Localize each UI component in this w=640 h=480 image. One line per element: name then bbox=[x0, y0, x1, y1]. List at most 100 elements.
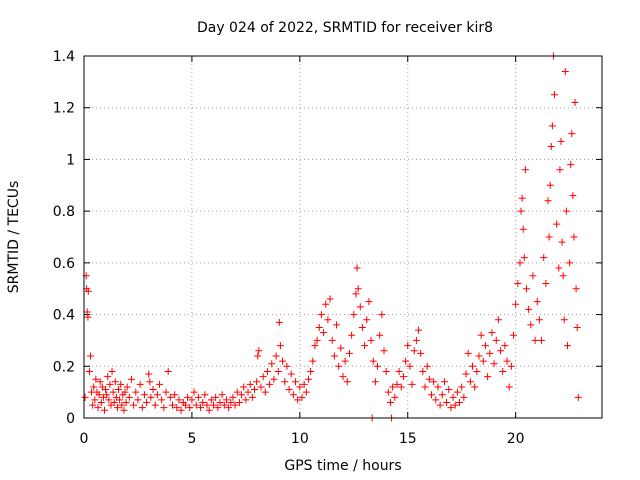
data-point bbox=[121, 388, 129, 396]
data-point bbox=[108, 367, 116, 375]
data-point bbox=[335, 362, 343, 370]
data-point bbox=[361, 342, 369, 350]
data-point bbox=[257, 383, 265, 391]
data-point bbox=[404, 342, 412, 350]
x-axis-ticks: 0 5 10 15 20 bbox=[80, 56, 525, 447]
data-point bbox=[153, 391, 161, 399]
data-point bbox=[229, 393, 237, 401]
data-point bbox=[123, 383, 131, 391]
plot-frame bbox=[83, 55, 603, 419]
data-point bbox=[374, 362, 382, 370]
data-point bbox=[263, 367, 271, 375]
data-point bbox=[85, 367, 93, 375]
data-point bbox=[231, 401, 239, 409]
data-point bbox=[214, 404, 222, 412]
data-point bbox=[102, 386, 110, 394]
data-point bbox=[300, 380, 308, 388]
data-point bbox=[555, 264, 563, 272]
data-point bbox=[345, 349, 353, 357]
data-point bbox=[567, 161, 575, 169]
data-point bbox=[561, 68, 569, 76]
data-point bbox=[525, 305, 533, 313]
data-point bbox=[281, 378, 289, 386]
data-point bbox=[440, 378, 448, 386]
data-point bbox=[553, 220, 561, 228]
data-point bbox=[105, 396, 113, 404]
data-point bbox=[573, 324, 581, 331]
data-point bbox=[94, 404, 102, 412]
data-point bbox=[218, 391, 226, 399]
data-point bbox=[363, 316, 371, 324]
data-point bbox=[546, 181, 554, 189]
data-point bbox=[531, 336, 539, 344]
data-point bbox=[197, 404, 205, 412]
data-point bbox=[352, 290, 360, 298]
data-point bbox=[220, 401, 228, 409]
data-point bbox=[558, 238, 566, 246]
data-point bbox=[533, 298, 541, 306]
data-point bbox=[501, 342, 509, 350]
data-point bbox=[201, 391, 209, 399]
data-point bbox=[499, 367, 507, 375]
y-tick-label: 0.8 bbox=[53, 204, 75, 220]
data-point bbox=[313, 336, 321, 344]
data-point bbox=[164, 367, 172, 375]
data-point bbox=[410, 347, 418, 355]
x-tick-label: 0 bbox=[80, 431, 89, 447]
data-point bbox=[503, 357, 511, 365]
data-point bbox=[488, 329, 496, 337]
data-point bbox=[571, 99, 579, 107]
data-point bbox=[212, 393, 220, 401]
data-point bbox=[427, 391, 435, 399]
data-point bbox=[328, 336, 336, 344]
data-point bbox=[538, 336, 546, 344]
data-point bbox=[315, 324, 323, 331]
data-point bbox=[92, 375, 100, 383]
y-axis-label: SRMTID / TECUs bbox=[6, 181, 22, 294]
data-point bbox=[343, 378, 351, 386]
data-point bbox=[270, 375, 278, 383]
data-point bbox=[417, 349, 425, 357]
y-tick-label: 0 bbox=[66, 411, 75, 427]
data-point bbox=[168, 401, 176, 409]
data-point bbox=[436, 401, 444, 409]
data-point bbox=[484, 373, 492, 381]
data-point bbox=[147, 393, 155, 401]
data-point bbox=[389, 383, 397, 391]
data-point bbox=[104, 373, 112, 381]
x-tick-label: 20 bbox=[507, 431, 525, 447]
data-point bbox=[84, 287, 92, 295]
data-point bbox=[339, 373, 347, 381]
data-point bbox=[471, 383, 479, 391]
data-point bbox=[276, 342, 284, 350]
data-point bbox=[287, 370, 295, 378]
data-point bbox=[568, 130, 576, 138]
data-point bbox=[110, 398, 118, 406]
data-point bbox=[519, 225, 527, 233]
data-point bbox=[304, 375, 312, 383]
data-point bbox=[574, 393, 582, 401]
data-point bbox=[285, 386, 293, 394]
data-point bbox=[341, 357, 349, 365]
data-point bbox=[415, 326, 423, 334]
data-point bbox=[255, 347, 263, 355]
data-point bbox=[434, 383, 442, 391]
data-point bbox=[451, 401, 459, 409]
data-point bbox=[542, 280, 550, 288]
data-point bbox=[173, 404, 181, 412]
data-point bbox=[160, 404, 168, 412]
data-point bbox=[514, 280, 522, 288]
data-point bbox=[275, 318, 283, 326]
data-point bbox=[527, 321, 535, 329]
data-point bbox=[369, 357, 377, 365]
data-point bbox=[95, 391, 103, 399]
data-point bbox=[402, 357, 410, 365]
data-point bbox=[540, 254, 548, 262]
data-point bbox=[326, 295, 334, 303]
data-point bbox=[408, 380, 416, 388]
data-point bbox=[520, 254, 528, 262]
data-point bbox=[516, 259, 524, 267]
data-point bbox=[89, 401, 97, 409]
x-tick-label: 10 bbox=[291, 431, 309, 447]
data-point bbox=[425, 375, 433, 383]
